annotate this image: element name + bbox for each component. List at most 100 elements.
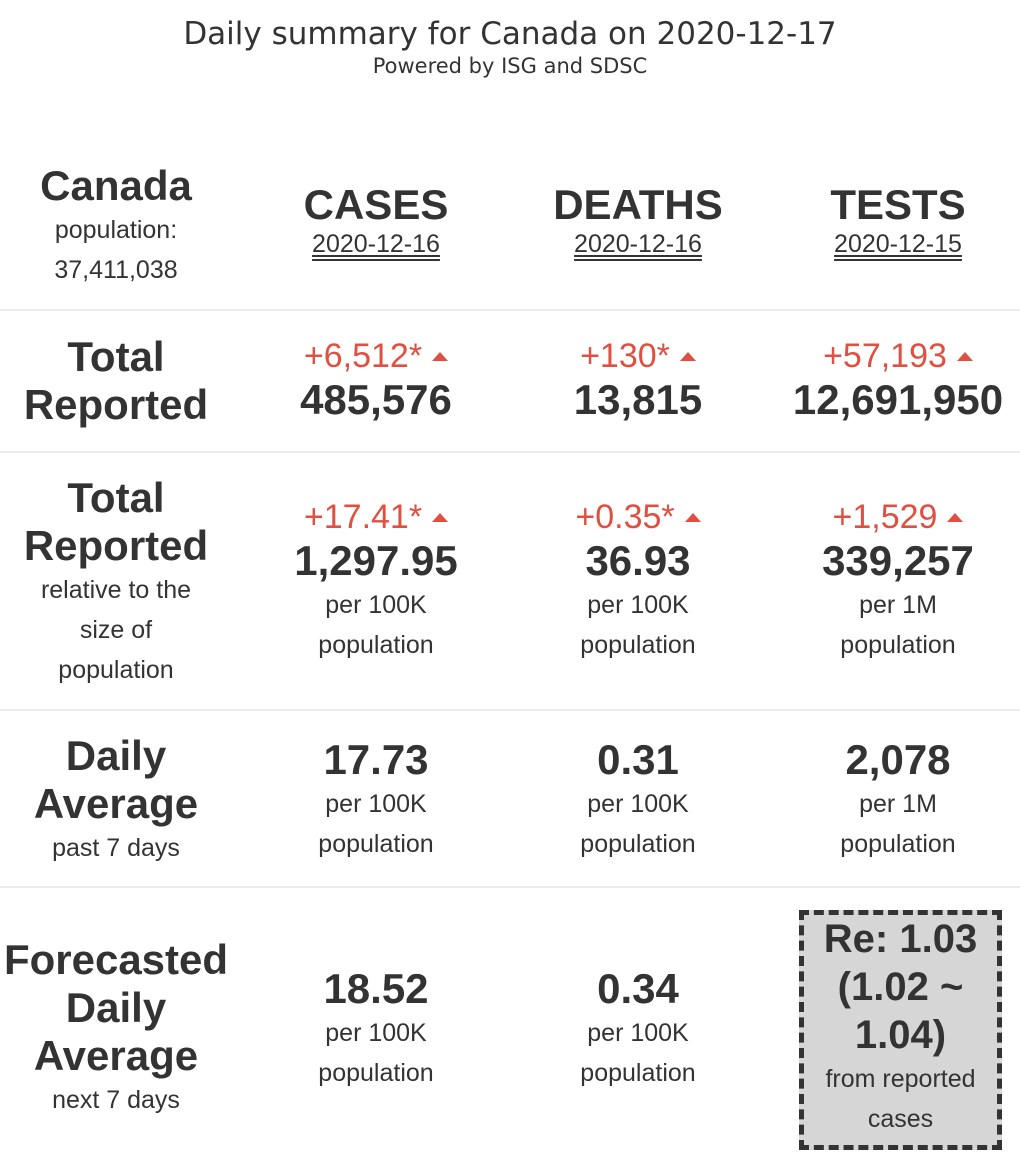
re-value: Re: 1.03: [823, 917, 978, 961]
tests-date-link[interactable]: 2020-12-15: [834, 230, 962, 258]
tests-header: TESTS 2020-12-15: [778, 181, 1018, 259]
row-divider: [0, 886, 1020, 888]
daily-tests-value: 2,078: [845, 736, 951, 783]
cases-header: CASES 2020-12-16: [256, 181, 496, 259]
daily-average-label: Daily Average past 7 days: [0, 732, 232, 868]
label-line: Average: [33, 1032, 199, 1079]
deaths-date-link[interactable]: 2020-12-16: [574, 230, 702, 258]
population-label: population:: [54, 216, 178, 244]
delta-text: +1,529: [832, 498, 938, 536]
unit-line: population: [318, 830, 434, 858]
forecast-label: Forecasted Daily Average next 7 days: [0, 936, 232, 1120]
unit-line: population: [580, 830, 696, 858]
relative-tests-delta: +1,529: [778, 497, 1018, 537]
page-header: Daily summary for Canada on 2020-12-17 P…: [0, 14, 1020, 80]
triangle-up-icon: [432, 513, 449, 522]
delta-text: +130*: [580, 337, 670, 375]
unit-line: per 1M: [859, 591, 937, 619]
triangle-up-icon: [679, 352, 696, 361]
re-note: from reported: [825, 1065, 976, 1093]
cases-date-link[interactable]: 2020-12-16: [312, 230, 440, 258]
delta-text: +6,512*: [303, 337, 423, 375]
total-deaths-value: 13,815: [573, 376, 703, 423]
label-line: Reported: [23, 522, 209, 569]
unit-line: population: [840, 830, 956, 858]
triangle-up-icon: [956, 352, 973, 361]
re-note: cases: [867, 1105, 934, 1133]
total-deaths-cell: +130* 13,815: [518, 336, 758, 424]
relative-cases-value: 1,297.95: [294, 537, 458, 584]
total-tests-delta: +57,193: [778, 336, 1018, 376]
relative-cases-cell: +17.41* 1,297.95 per 100K population: [256, 497, 496, 665]
total-cases-cell: +6,512* 485,576: [256, 336, 496, 424]
row-divider: [0, 451, 1020, 453]
delta-text: +17.41*: [303, 498, 423, 536]
label-sub: size of: [79, 616, 153, 644]
relative-tests-cell: +1,529 339,257 per 1M population: [778, 497, 1018, 665]
deaths-header: DEATHS 2020-12-16: [518, 181, 758, 259]
unit-line: population: [840, 631, 956, 659]
relative-deaths-cell: +0.35* 36.93 per 100K population: [518, 497, 758, 665]
forecast-deaths-cell: 0.34 per 100K population: [518, 965, 758, 1093]
unit-line: per 1M: [859, 790, 937, 818]
triangle-up-icon: [432, 352, 449, 361]
total-tests-cell: +57,193 12,691,950: [778, 336, 1018, 424]
region-name: Canada: [40, 162, 192, 209]
population-value: 37,411,038: [54, 256, 178, 284]
page-subtitle: Powered by ISG and SDSC: [372, 54, 648, 78]
delta-text: +57,193: [823, 337, 947, 375]
row-divider: [0, 709, 1020, 711]
triangle-up-icon: [684, 513, 701, 522]
label-sub: relative to the: [40, 576, 192, 604]
unit-line: per 100K: [587, 1019, 689, 1047]
total-tests-value: 12,691,950: [792, 376, 1004, 423]
daily-cases-value: 17.73: [323, 736, 429, 783]
unit-line: per 100K: [325, 591, 427, 619]
label-sub: population: [58, 656, 174, 684]
forecast-deaths-value: 0.34: [597, 965, 679, 1012]
cases-title: CASES: [303, 181, 449, 228]
unit-line: population: [580, 631, 696, 659]
unit-line: population: [580, 1059, 696, 1087]
total-cases-value: 485,576: [300, 376, 452, 423]
row-divider: [0, 309, 1020, 311]
label-line: Reported: [23, 381, 209, 428]
label-line: Daily: [65, 732, 167, 779]
label-sub: past 7 days: [52, 834, 180, 862]
total-deaths-delta: +130*: [518, 336, 758, 376]
unit-line: per 100K: [325, 1019, 427, 1047]
unit-line: per 100K: [587, 790, 689, 818]
label-line: Average: [33, 780, 199, 827]
re-estimate-box: Re: 1.03 (1.02 ~ 1.04) from reported cas…: [799, 910, 1002, 1150]
total-cases-delta: +6,512*: [256, 336, 496, 376]
unit-line: per 100K: [587, 591, 689, 619]
label-line: Daily: [65, 984, 167, 1031]
unit-line: per 100K: [325, 790, 427, 818]
daily-deaths-value: 0.31: [597, 736, 679, 783]
daily-deaths-cell: 0.31 per 100K population: [518, 736, 758, 864]
tests-title: TESTS: [830, 181, 966, 228]
relative-cases-delta: +17.41*: [256, 497, 496, 537]
label-line: Forecasted: [3, 936, 229, 983]
page-title: Daily summary for Canada on 2020-12-17: [183, 16, 837, 52]
forecast-cases-cell: 18.52 per 100K population: [256, 965, 496, 1093]
relative-deaths-value: 36.93: [585, 537, 691, 584]
relative-label: Total Reported relative to the size of p…: [0, 474, 232, 690]
re-range-end: 1.04): [854, 1013, 947, 1057]
forecast-cases-value: 18.52: [323, 965, 429, 1012]
daily-tests-cell: 2,078 per 1M population: [778, 736, 1018, 864]
label-line: Total: [67, 333, 165, 380]
unit-line: population: [318, 1059, 434, 1087]
triangle-up-icon: [947, 513, 964, 522]
label-sub: next 7 days: [52, 1086, 180, 1114]
unit-line: population: [318, 631, 434, 659]
deaths-title: DEATHS: [553, 181, 723, 228]
delta-text: +0.35*: [575, 498, 675, 536]
relative-tests-value: 339,257: [822, 537, 974, 584]
total-reported-label: Total Reported: [0, 333, 232, 429]
region-cell: Canada population: 37,411,038: [0, 162, 232, 290]
daily-cases-cell: 17.73 per 100K population: [256, 736, 496, 864]
re-range-start: (1.02 ~: [837, 965, 964, 1009]
label-line: Total: [67, 474, 165, 521]
relative-deaths-delta: +0.35*: [518, 497, 758, 537]
